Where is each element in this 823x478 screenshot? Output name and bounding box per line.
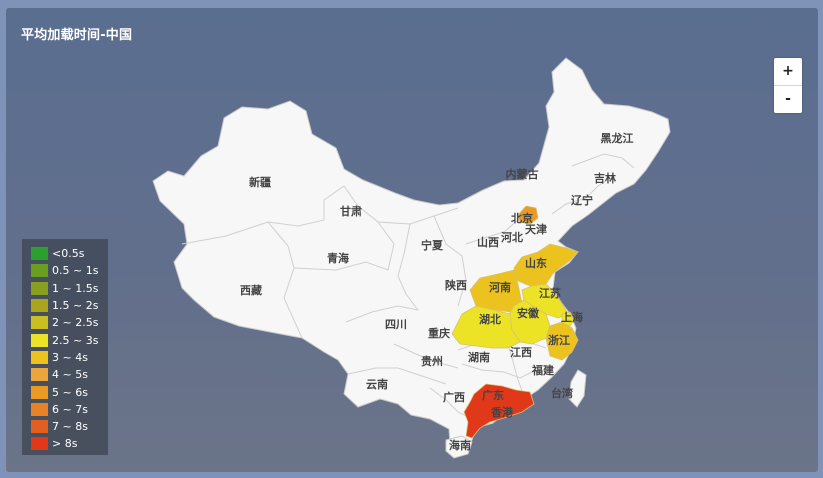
province-label: 天津 bbox=[525, 222, 547, 236]
province-label: 江苏 bbox=[539, 286, 561, 300]
zoom-control: + - bbox=[774, 58, 802, 113]
province-label: 上海 bbox=[561, 310, 583, 324]
province-label: 西藏 bbox=[240, 283, 262, 297]
legend-swatch bbox=[31, 264, 48, 278]
legend-label: 4 ~ 5s bbox=[52, 368, 88, 382]
province-label: 四川 bbox=[385, 318, 407, 331]
legend-item[interactable]: <0.5s bbox=[31, 245, 108, 262]
province-label: 河南 bbox=[489, 280, 511, 294]
province-regions bbox=[152, 57, 671, 459]
province-label: 浙江 bbox=[548, 333, 570, 347]
province-label: 北京 bbox=[511, 211, 533, 225]
legend-swatch bbox=[31, 299, 48, 313]
legend-label: 7 ~ 8s bbox=[52, 420, 88, 434]
legend-label: 2 ~ 2.5s bbox=[52, 316, 99, 330]
legend-item[interactable]: 6 ~ 7s bbox=[31, 401, 108, 418]
legend-item[interactable]: 2.5 ~ 3s bbox=[31, 331, 108, 348]
province-label: 山西 bbox=[477, 235, 499, 249]
province-label: 云南 bbox=[366, 377, 388, 391]
legend-swatch bbox=[31, 350, 48, 364]
province-label: 陕西 bbox=[445, 278, 467, 292]
legend-label: 6 ~ 7s bbox=[52, 402, 88, 416]
province-label: 福建 bbox=[531, 363, 555, 377]
province-label: 安徽 bbox=[517, 306, 540, 320]
zoom-out-button[interactable]: - bbox=[774, 85, 802, 113]
province-label: 广西 bbox=[443, 390, 465, 404]
legend-swatch bbox=[31, 437, 48, 451]
province-label: 香港 bbox=[490, 405, 514, 419]
province-label: 宁夏 bbox=[421, 238, 444, 252]
legend-label: 2.5 ~ 3s bbox=[52, 333, 99, 347]
legend-item[interactable]: 7 ~ 8s bbox=[31, 418, 108, 435]
legend-item[interactable]: 4 ~ 5s bbox=[31, 366, 108, 383]
legend-swatch bbox=[31, 247, 48, 261]
legend-swatch bbox=[31, 368, 48, 382]
province-label: 吉林 bbox=[594, 171, 616, 185]
province-label: 湖南 bbox=[468, 350, 490, 364]
province-label: 辽宁 bbox=[571, 193, 593, 207]
legend-swatch bbox=[31, 385, 48, 399]
legend-item[interactable]: 1 ~ 1.5s bbox=[31, 280, 108, 297]
province-label: 黑龙江 bbox=[601, 131, 634, 145]
legend-label: 5 ~ 6s bbox=[52, 385, 88, 399]
province-label: 内蒙古 bbox=[506, 167, 539, 181]
legend-swatch bbox=[31, 420, 48, 434]
province-label: 河北 bbox=[501, 230, 523, 244]
province-label: 山东 bbox=[525, 256, 547, 270]
legend-item[interactable]: 0.5 ~ 1s bbox=[31, 262, 108, 279]
province-label: 青海 bbox=[327, 251, 349, 265]
province-label: 广东 bbox=[482, 388, 504, 402]
legend-label: 3 ~ 4s bbox=[52, 350, 88, 364]
legend-swatch bbox=[31, 281, 48, 295]
legend-item[interactable]: 1.5 ~ 2s bbox=[31, 297, 108, 314]
province-shandong[interactable] bbox=[513, 243, 579, 287]
province-label: 江西 bbox=[510, 345, 532, 359]
legend: <0.5s 0.5 ~ 1s 1 ~ 1.5s 1.5 ~ 2s 2 ~ 2.5s 2.5… bbox=[22, 239, 108, 455]
legend-label: <0.5s bbox=[52, 247, 85, 261]
legend-item[interactable]: 2 ~ 2.5s bbox=[31, 314, 108, 331]
legend-label: 1 ~ 1.5s bbox=[52, 281, 99, 295]
province-zhejiang[interactable] bbox=[545, 321, 579, 361]
map-title: 平均加载时间-中国 bbox=[21, 28, 133, 43]
legend-item[interactable]: > 8s bbox=[31, 435, 108, 452]
legend-label: > 8s bbox=[52, 437, 78, 451]
province-label: 湖北 bbox=[479, 312, 501, 326]
legend-swatch bbox=[31, 402, 48, 416]
legend-label: 0.5 ~ 1s bbox=[52, 264, 99, 278]
province-label: 台湾 bbox=[551, 386, 573, 400]
legend-item[interactable]: 3 ~ 4s bbox=[31, 349, 108, 366]
legend-swatch bbox=[31, 316, 48, 330]
province-label: 重庆 bbox=[428, 326, 450, 340]
province-hubei[interactable] bbox=[451, 305, 521, 349]
map-panel: 平均加载时间-中国 bbox=[6, 8, 818, 472]
legend-swatch bbox=[31, 333, 48, 347]
province-label: 海南 bbox=[449, 438, 471, 452]
legend-item[interactable]: 5 ~ 6s bbox=[31, 383, 108, 400]
province-label: 新疆 bbox=[249, 175, 271, 189]
province-label: 甘肃 bbox=[340, 204, 362, 218]
zoom-in-button[interactable]: + bbox=[782, 63, 794, 79]
province-label: 贵州 bbox=[421, 354, 443, 368]
province-beijing[interactable] bbox=[517, 205, 539, 225]
province-guangdong[interactable] bbox=[463, 383, 535, 439]
china-land bbox=[152, 57, 671, 455]
province-taiwan[interactable] bbox=[568, 369, 587, 408]
legend-label: 1.5 ~ 2s bbox=[52, 299, 99, 313]
province-hainan[interactable] bbox=[445, 435, 473, 459]
